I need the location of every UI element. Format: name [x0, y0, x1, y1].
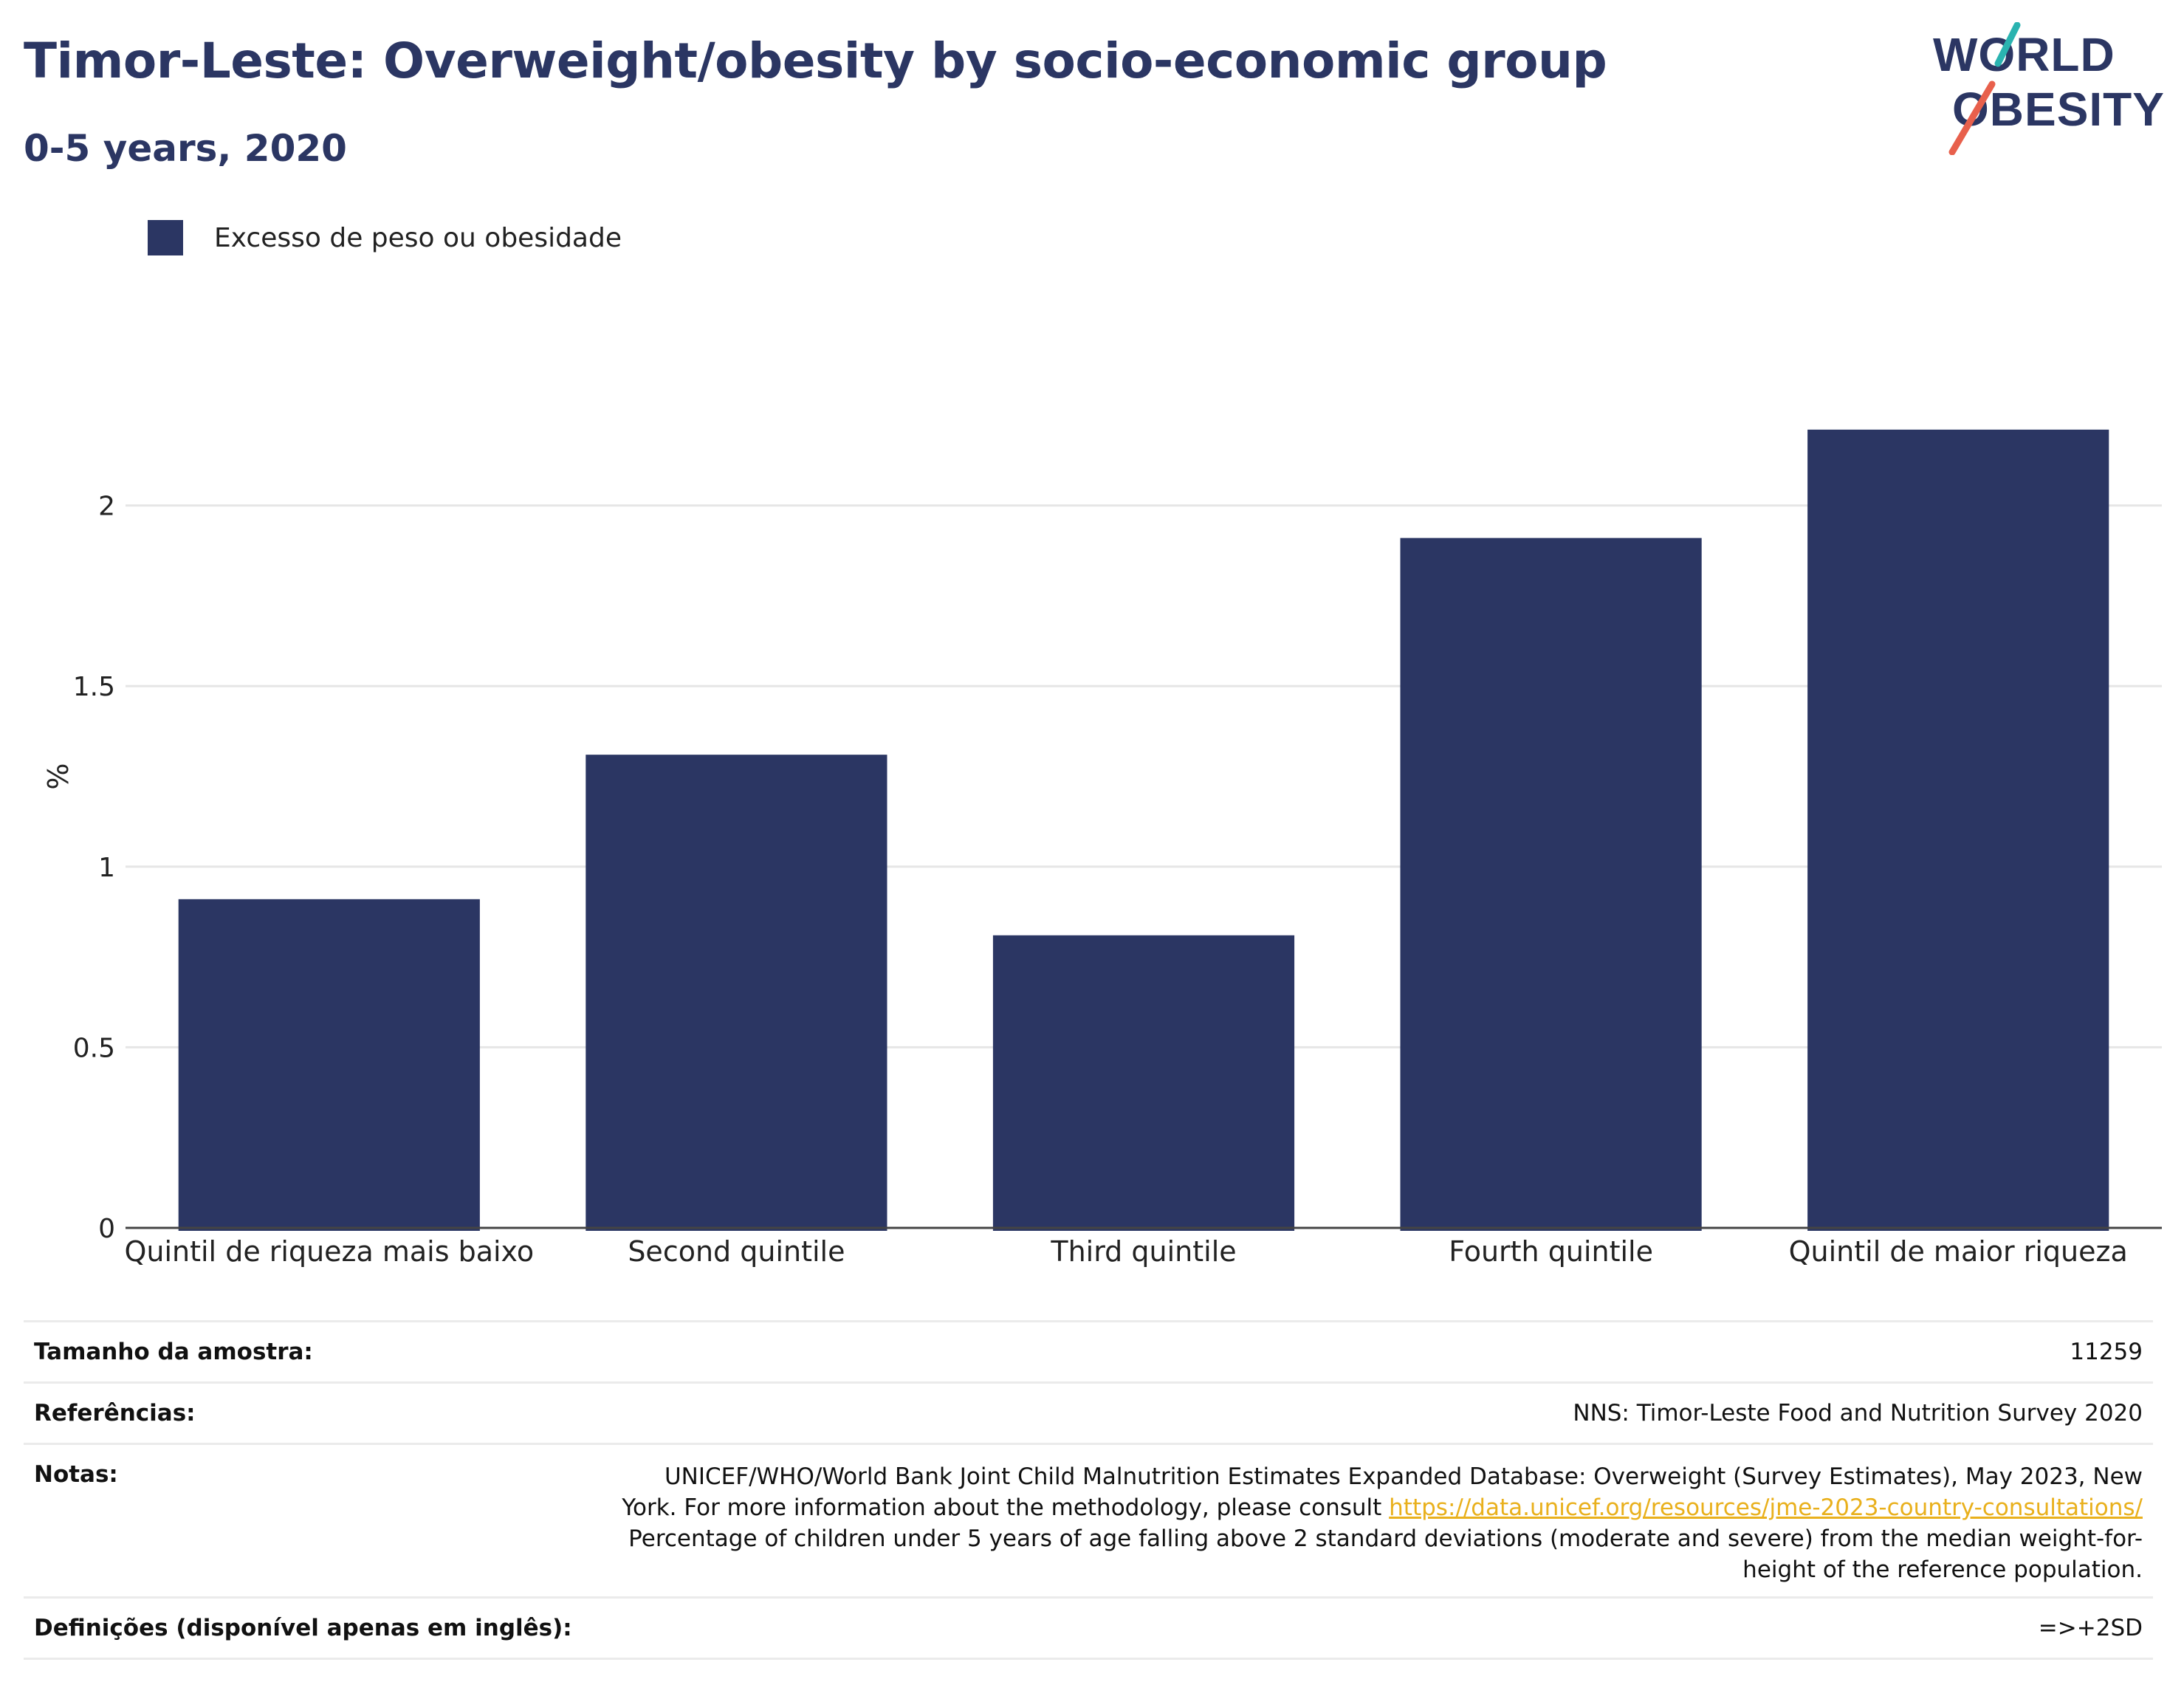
definitions-value: =>+2SD [2038, 1615, 2143, 1641]
y-tick-label: 2 [98, 492, 115, 522]
sample-size-label: Tamanho da amostra: [34, 1339, 313, 1365]
y-axis-title: % [42, 763, 75, 789]
bar [1400, 538, 1702, 1231]
bar [1807, 429, 2109, 1232]
references-row: Referências: NNS: Timor-Leste Food and N… [24, 1381, 2153, 1443]
page-title: Timor-Leste: Overweight/obesity by socio… [24, 32, 1607, 89]
notes-text-definition: Percentage of children under 5 years of … [628, 1525, 2143, 1583]
y-tick-label: 0.5 [73, 1033, 115, 1063]
world-obesity-logo: WORLD OBESITY [1933, 22, 2163, 155]
x-tick-label: Quintil de maior riqueza [1789, 1235, 2128, 1268]
bar [586, 755, 887, 1231]
notes-text: UNICEF/WHO/World Bank Joint Child Malnut… [622, 1463, 2143, 1521]
page-subtitle: 0-5 years, 2020 [24, 127, 347, 170]
y-tick-label: 1 [98, 853, 115, 883]
x-tick-label: Third quintile [1050, 1235, 1236, 1268]
bar [992, 935, 1295, 1231]
y-tick-label: 1.5 [73, 672, 115, 702]
x-tick-label: Fourth quintile [1449, 1235, 1653, 1268]
legend-swatch [148, 220, 183, 255]
chart-legend: Excesso de peso ou obesidade [148, 219, 622, 257]
definitions-label: Definições (disponível apenas em inglês)… [34, 1615, 572, 1641]
bar [178, 899, 480, 1231]
bar-chart: 0 0.5 1 1.5 2% Quintil de riqueza mais baixo S… [42, 429, 2162, 1268]
sample-size-value: 11259 [2070, 1339, 2143, 1365]
notes-row: Notas: UNICEF/WHO/World Bank Joint Child… [24, 1443, 2153, 1596]
references-label: Referências: [34, 1400, 196, 1427]
notes-link[interactable]: https://data.unicef.org/resources/jme-20… [1389, 1494, 2143, 1521]
notes-label: Notas: [34, 1461, 118, 1488]
info-table: Tamanho da amostra: 11259 Referências: N… [24, 1320, 2153, 1660]
definitions-row: Definições (disponível apenas em inglês)… [24, 1596, 2153, 1660]
references-value: NNS: Timor-Leste Food and Nutrition Surv… [1573, 1400, 2143, 1427]
sample-size-row: Tamanho da amostra: 11259 [24, 1320, 2153, 1381]
svg-text:WORLD: WORLD [1933, 28, 2115, 81]
x-tick-label: Quintil de riqueza mais baixo [124, 1235, 534, 1268]
notes-value: UNICEF/WHO/World Bank Joint Child Malnut… [622, 1461, 2143, 1585]
y-tick-label: 0 [98, 1214, 115, 1244]
x-tick-label: Second quintile [628, 1235, 845, 1268]
legend-label: Excesso de peso ou obesidade [214, 222, 622, 253]
